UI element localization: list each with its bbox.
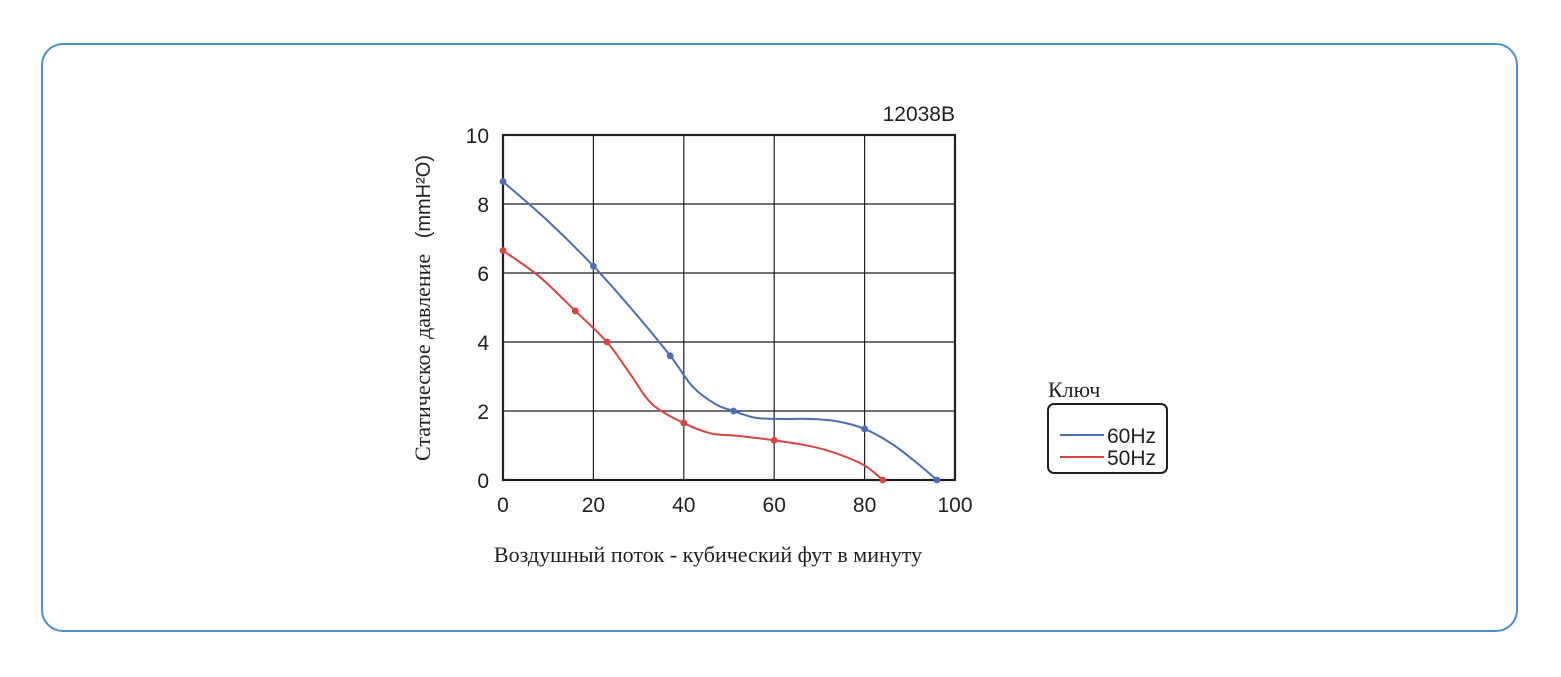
y-tick-label-0: 0: [477, 470, 489, 493]
x-tick-label-20: 20: [582, 494, 605, 517]
data-point-50hz-3: [680, 419, 688, 427]
chart-frame: [41, 43, 1518, 632]
y-tick-label-2: 2: [477, 401, 489, 424]
x-tick-label-100: 100: [937, 494, 972, 517]
legend-label-60hz: 60Hz: [1107, 425, 1156, 448]
data-point-50hz-2: [603, 338, 611, 346]
y-axis-label-text: Статическое давление: [410, 254, 435, 461]
tick-labels: 0 20 40 60 80 100 0 2 4 6 8 10: [466, 125, 973, 517]
x-tick-label-80: 80: [853, 494, 876, 517]
data-point-50hz-0: [499, 247, 507, 254]
data-point-60hz-2: [666, 352, 674, 360]
y-axis-label: Статическое давление (mmH²O): [410, 155, 435, 461]
data-point-60hz-0: [499, 178, 507, 185]
series-line-60hz: [502, 180, 938, 481]
x-tick-label-60: 60: [763, 494, 786, 517]
chart-title: 12038B: [883, 103, 955, 126]
data-point-60hz-4: [861, 425, 868, 433]
x-tick-label-0: 0: [497, 494, 509, 517]
x-tick-label-40: 40: [672, 494, 695, 517]
data-point-50hz-5: [879, 476, 887, 484]
data-point-60hz-5: [933, 476, 941, 484]
legend-box: [1047, 403, 1168, 474]
legend-label-50hz: 50Hz: [1107, 447, 1156, 470]
data-point-60hz-1: [590, 262, 597, 270]
plot-area-border: [501, 133, 957, 482]
y-axis-label-group: Статическое давление (mmH²O): [410, 155, 435, 461]
y-tick-label-4: 4: [477, 332, 489, 355]
y-tick-label-6: 6: [477, 263, 489, 286]
data-point-50hz-4: [770, 436, 778, 444]
y-tick-label-8: 8: [477, 194, 489, 217]
series-layer: [499, 178, 941, 484]
x-axis-label: Воздушный поток - кубический фут в минут…: [494, 542, 922, 567]
data-point-50hz-1: [571, 307, 579, 315]
y-axis-unit: (mmH²O): [413, 155, 435, 238]
y-tick-label-10: 10: [466, 125, 489, 148]
grid: [501, 133, 957, 482]
data-point-60hz-3: [730, 407, 737, 415]
series-line-50hz: [502, 249, 884, 481]
legend-title: Ключ: [1048, 377, 1100, 402]
